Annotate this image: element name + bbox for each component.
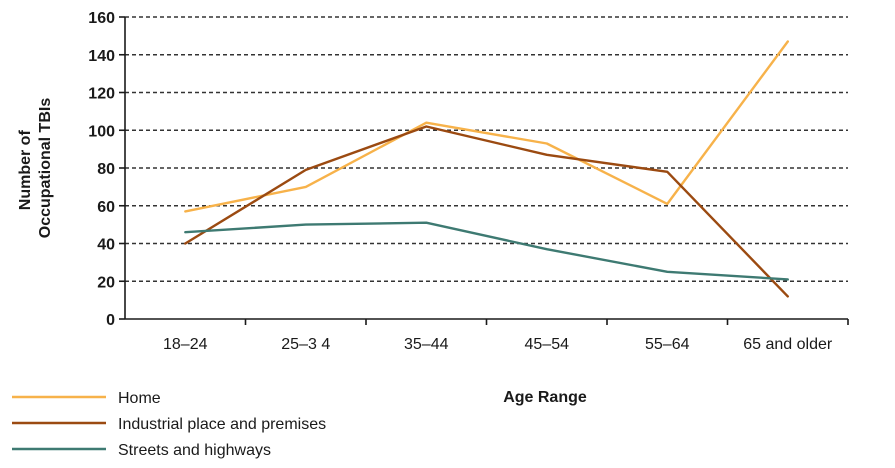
y-tick-label: 40: [97, 237, 115, 254]
legend-label: Home: [118, 390, 161, 407]
x-tick-label: 25–3 4: [281, 336, 330, 353]
legend-label: Industrial place and premises: [118, 416, 326, 433]
x-tick-label: 45–54: [525, 336, 570, 353]
y-axis-title-line-1: Number of: [17, 130, 34, 211]
y-tick-label: 0: [106, 312, 115, 329]
legend-label: Streets and highways: [118, 442, 271, 459]
y-axis-title: Number of Occupational TBIs: [17, 98, 54, 239]
x-tick-label: 65 and older: [743, 336, 833, 353]
y-tick-label: 80: [97, 161, 115, 178]
x-axis-title: Age Range: [503, 389, 587, 406]
x-tick-label: 35–44: [404, 336, 449, 353]
series-line-1: [184, 40, 789, 213]
y-tick-label: 100: [88, 123, 115, 140]
grid-lines: [125, 16, 848, 283]
y-tick-label: 120: [88, 86, 115, 103]
x-tick-label: 55–64: [645, 336, 690, 353]
series-line-2: [184, 125, 789, 298]
x-tick-label: 18–24: [163, 336, 208, 353]
y-tick-label: 20: [97, 274, 115, 291]
y-axis-title-line-2: Occupational TBIs: [37, 98, 54, 239]
y-tick-label: 140: [88, 48, 115, 65]
series-line-3: [184, 221, 789, 281]
tick-labels: 0 20 40 60 80 100 120 140 160 18–24 25–3 4 35–44 45–…: [88, 10, 833, 353]
series-lines: [184, 40, 789, 298]
y-tick-label: 160: [88, 10, 115, 27]
y-tick-label: 60: [97, 199, 115, 216]
legend: Home Industrial place and premises Streets…: [12, 390, 326, 459]
axes: [119, 16, 849, 325]
